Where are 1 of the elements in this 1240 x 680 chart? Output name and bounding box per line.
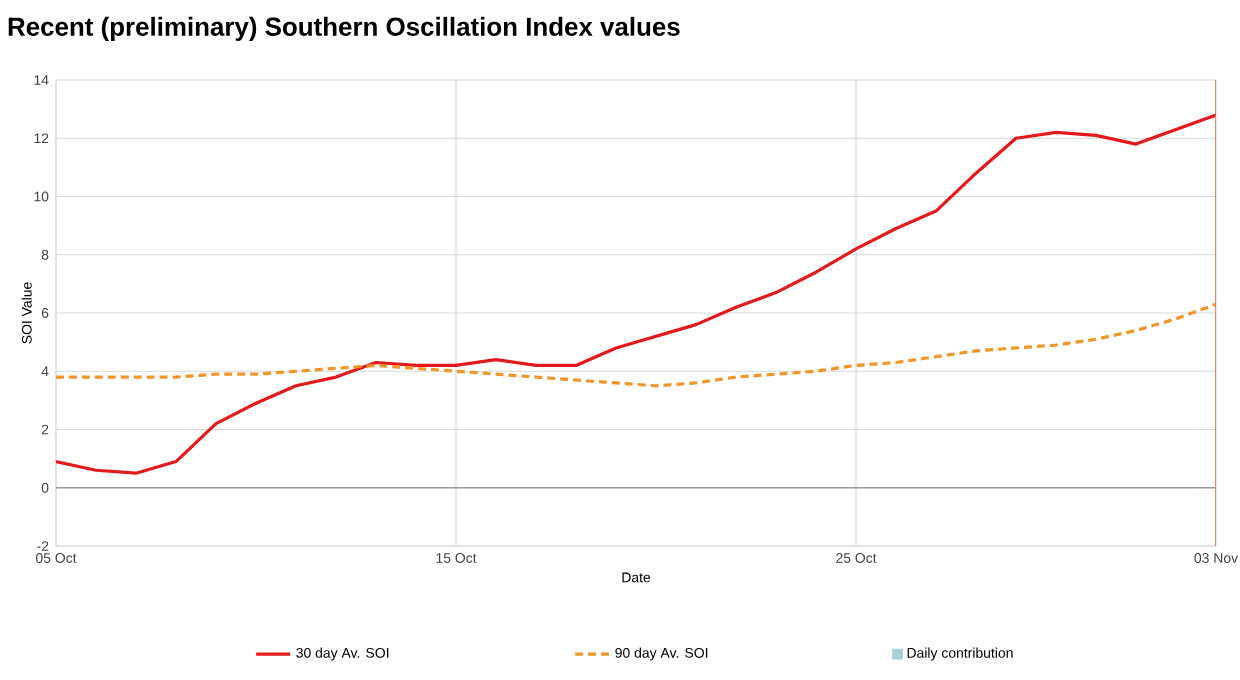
chart-title: Recent (preliminary) Southern Oscillation Index values <box>8 16 680 41</box>
